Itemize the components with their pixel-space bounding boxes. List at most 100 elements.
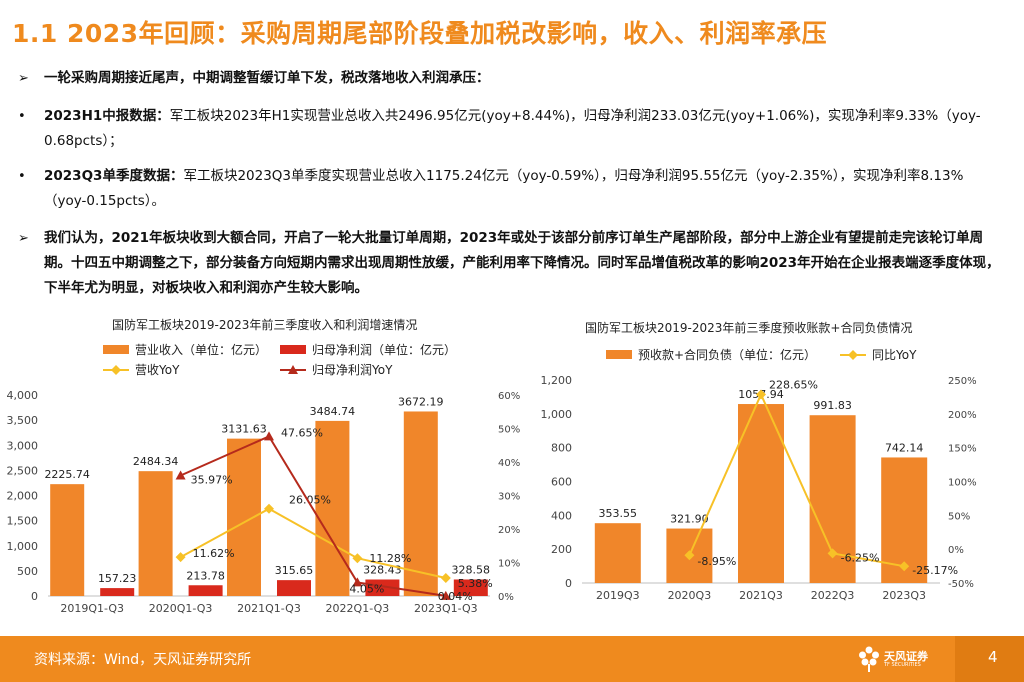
bullet-2: • 2023H1中报数据：军工板块2023年H1实现营业总收入共2496.95亿…: [18, 104, 1003, 154]
bar-value-label: 213.78: [186, 569, 225, 582]
y-right-tick-label: 10%: [498, 559, 520, 570]
bar-value-label: 3672.19: [398, 395, 444, 408]
x-tick-label: 2021Q3: [739, 589, 783, 602]
line-point: [684, 550, 695, 561]
series-line: [688, 392, 905, 568]
x-tick-label: 2023Q1-Q3: [414, 602, 478, 615]
y-left-tick-label: 400: [551, 509, 572, 522]
bar: [453, 579, 488, 596]
x-tick-label: 2020Q3: [668, 589, 712, 602]
y-right-tick-label: 40%: [498, 458, 520, 469]
chart2-title: 国防军工板块2019-2023年前三季度预收账款+合同负债情况: [585, 321, 913, 335]
y-right-tick-label: 200%: [948, 410, 977, 421]
line-point: [264, 503, 274, 514]
bar-value-label: 353.55: [599, 507, 638, 520]
chart1-title: 国防军工板块2019-2023年前三季度收入和利润增速情况: [112, 318, 418, 332]
bar-value-label: 991.83: [813, 399, 852, 412]
page-title: 1.1 2023年回顾：采购周期尾部阶段叠加税改影响，收入、利润率承压: [12, 19, 828, 48]
footer-source: 资料来源：Wind，天风证券研究所: [34, 652, 252, 668]
y-left-tick-label: 800: [551, 442, 572, 455]
y-left-tick-label: 1,500: [7, 515, 39, 528]
line-point: [440, 590, 451, 600]
x-tick-label: 2021Q1-Q3: [237, 602, 301, 615]
bar-value-label: 321.90: [670, 513, 709, 526]
bullet-bold: 2023Q3单季度数据：: [44, 168, 184, 184]
bullet-bold: 一轮采购周期接近尾声，中期调整暂缓订单下发，税改落地收入利润承压：: [44, 70, 490, 86]
y-left-tick-label: 1,000: [541, 408, 573, 421]
line-point: [827, 548, 838, 559]
x-tick-label: 2020Q1-Q3: [149, 602, 213, 615]
series-line: [180, 507, 447, 579]
bar-value-label: 328.43: [363, 563, 402, 576]
line-point: [440, 572, 451, 583]
line-point: [264, 431, 274, 441]
footer-corner: [955, 636, 1024, 682]
x-tick-label: 2023Q3: [882, 589, 926, 602]
y-left-tick-label: 4,000: [7, 389, 39, 402]
legend-swatch: [280, 345, 306, 354]
y-right-tick-label: 50%: [498, 425, 520, 436]
line-point: [352, 577, 363, 587]
y-left-tick-label: 2,500: [7, 464, 39, 477]
bar: [403, 411, 438, 596]
legend-label: 营业收入（单位：亿元）: [135, 342, 267, 357]
bar-value-label: 157.23: [98, 572, 137, 585]
y-left-tick-label: 600: [551, 476, 572, 489]
line-value-label: -8.95%: [697, 555, 736, 568]
y-left-tick-label: 0: [31, 590, 38, 603]
bullet-bold: 我们认为，2021年板块收到大额合同，开启了一轮大批量订单周期，2023年或处于…: [44, 230, 1000, 296]
y-left-tick-label: 200: [551, 543, 572, 556]
y-right-tick-label: 0%: [498, 592, 514, 603]
line-point: [175, 470, 186, 480]
x-tick-label: 2022Q3: [811, 589, 855, 602]
line-point: [756, 389, 766, 400]
y-left-tick-label: 3,500: [7, 414, 39, 427]
line-value-label: 5.38%: [458, 577, 493, 590]
bullet-3: • 2023Q3单季度数据：军工板块2023Q3单季度实现营业总收入1175.2…: [18, 164, 1003, 214]
bar: [315, 420, 350, 596]
x-tick-label: 2019Q3: [596, 589, 640, 602]
bullet-marker: ➢: [18, 71, 29, 86]
legend-marker: [288, 365, 298, 374]
logo-sub: TF SECURITIES: [884, 662, 921, 668]
bar-value-label: 2225.74: [44, 468, 90, 481]
line-point: [175, 552, 186, 563]
x-tick-label: 2022Q1-Q3: [326, 602, 390, 615]
line-value-label: 228.65%: [769, 378, 818, 391]
y-right-tick-label: 150%: [948, 444, 977, 455]
bullet-4: ➢ 我们认为，2021年板块收到大额合同，开启了一轮大批量订单周期，2023年或…: [18, 226, 1003, 301]
y-right-tick-label: 50%: [948, 511, 970, 522]
footer-bar: 资料来源：Wind，天风证券研究所 天风证券 TF SECURITIES 4: [0, 636, 1024, 682]
bar: [365, 579, 400, 596]
bar-value-label: 742.14: [885, 441, 924, 454]
y-right-tick-label: 30%: [498, 492, 520, 503]
line-value-label: 4.05%: [349, 582, 384, 595]
line-value-label: 26.05%: [289, 494, 331, 507]
y-right-tick-label: -50%: [948, 579, 974, 590]
legend-swatch: [606, 350, 632, 359]
legend-marker: [111, 365, 121, 375]
line-point: [899, 561, 910, 572]
bar-value-label: 3131.63: [221, 423, 267, 436]
y-left-tick-label: 1,000: [7, 540, 39, 553]
bullet-text: 军工板块2023Q3单季度实现营业总收入1175.24亿元（yoy-0.59%）…: [44, 168, 964, 209]
line-value-label: 47.65%: [281, 426, 323, 439]
y-right-tick-label: 20%: [498, 525, 520, 536]
y-left-tick-label: 3,000: [7, 439, 39, 452]
y-left-tick-label: 2,000: [7, 490, 39, 503]
bar: [138, 471, 173, 596]
bar-value-label: 2484.34: [133, 455, 179, 468]
bar-value-label: 3484.74: [310, 405, 356, 418]
legend-label: 营收YoY: [135, 363, 180, 377]
line-value-label: 0.04%: [438, 590, 473, 603]
chart2-svg: 0 200 400 600 800 1,000 1,200 -50% 0% 50% 100% 150%…: [541, 347, 977, 602]
bar-value-label: 315.65: [275, 564, 314, 577]
bar: [100, 588, 135, 596]
bar: [594, 523, 641, 583]
legend-label: 预收款+合同负债（单位：亿元）: [638, 347, 816, 362]
y-right-tick-label: 60%: [498, 391, 520, 402]
bar: [738, 404, 784, 583]
flower-icon: [859, 646, 879, 672]
legend-swatch: [103, 345, 129, 354]
y-right-tick-label: 100%: [948, 478, 977, 489]
